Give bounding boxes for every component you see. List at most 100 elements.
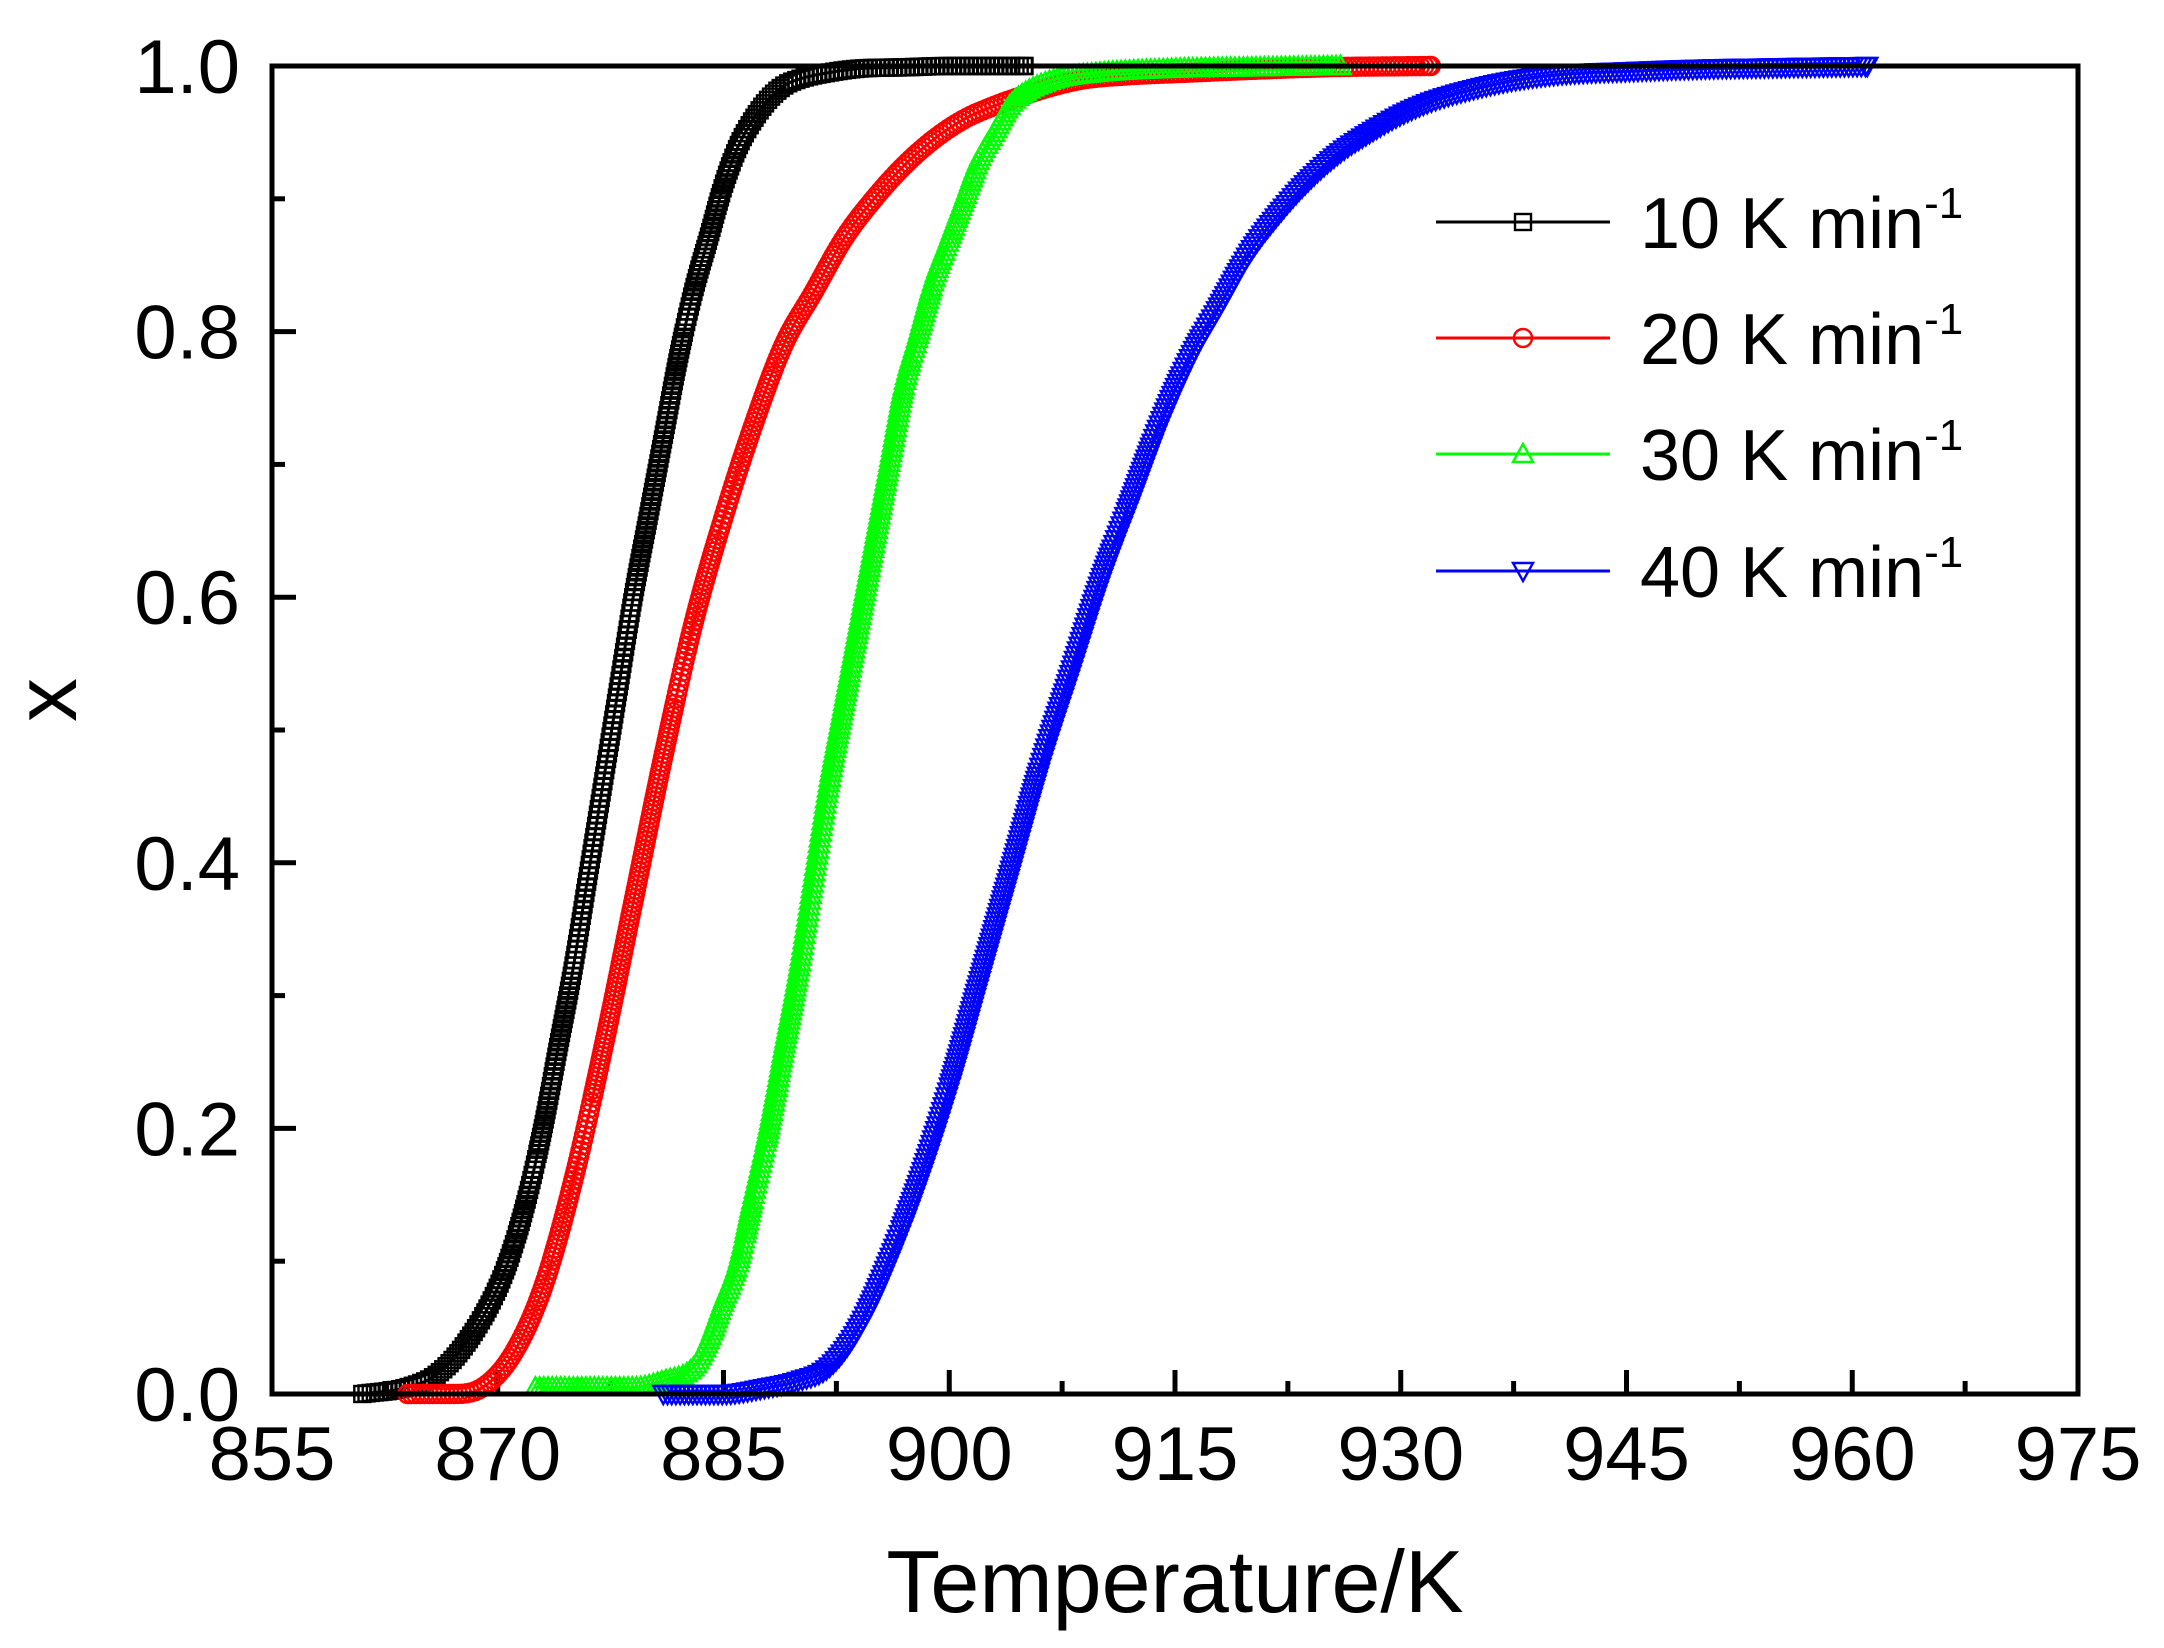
x-tick-label: 885 bbox=[660, 1412, 787, 1497]
data-point bbox=[786, 960, 811, 982]
legend-marker bbox=[1510, 561, 1536, 584]
legend-label-superscript: -1 bbox=[1924, 528, 1963, 577]
legend-label-main: 40 K min bbox=[1640, 533, 1924, 613]
data-point bbox=[808, 820, 833, 842]
data-point bbox=[787, 954, 812, 977]
tick-labels: 855 870 885 900 915 930 945 960 975 0.0 0.2 0.4 0.6 0… bbox=[134, 25, 2141, 1497]
data-point bbox=[809, 814, 834, 837]
data-point bbox=[793, 916, 818, 939]
data-point bbox=[794, 910, 819, 933]
data-point bbox=[804, 848, 829, 871]
data-point bbox=[814, 786, 839, 809]
legend-label: 10 K min-1 bbox=[1640, 179, 1963, 264]
data-point bbox=[815, 775, 840, 798]
legend-label-main: 10 K min bbox=[1640, 184, 1924, 264]
data-point bbox=[787, 949, 812, 972]
legend-label-superscript: -1 bbox=[1924, 411, 1963, 460]
y-tick-label: 0.0 bbox=[134, 1353, 240, 1438]
legend-label: 40 K min-1 bbox=[1640, 528, 1963, 613]
data-point bbox=[751, 1140, 776, 1163]
data-point bbox=[788, 944, 813, 966]
data-point bbox=[746, 1161, 771, 1184]
x-tick-label: 960 bbox=[1789, 1412, 1916, 1497]
data-point bbox=[749, 1146, 775, 1168]
data-point bbox=[805, 842, 830, 865]
data-point bbox=[434, 1360, 453, 1379]
data-point bbox=[810, 808, 835, 831]
data-point bbox=[802, 859, 827, 882]
data-point bbox=[742, 1177, 767, 1199]
data-point bbox=[741, 1182, 766, 1205]
data-point bbox=[797, 888, 822, 910]
x-tick-label: 945 bbox=[1563, 1412, 1690, 1497]
x-tick-label: 870 bbox=[434, 1412, 561, 1497]
legend-marker bbox=[1510, 441, 1536, 464]
x-tick-label: 975 bbox=[2015, 1412, 2142, 1497]
y-tick-label: 0.6 bbox=[134, 556, 240, 641]
y-tick-label: 0.2 bbox=[134, 1087, 240, 1172]
legend-label-superscript: -1 bbox=[1924, 295, 1963, 344]
legend-label-main: 20 K min bbox=[1640, 300, 1924, 380]
x-tick-label: 855 bbox=[209, 1412, 336, 1497]
legend-marker-shape bbox=[1513, 212, 1533, 232]
data-point bbox=[796, 893, 822, 916]
data-point bbox=[789, 938, 814, 961]
data-point bbox=[800, 871, 825, 893]
legend-label-main: 30 K min bbox=[1640, 416, 1924, 496]
data-point bbox=[682, 287, 702, 306]
data-point bbox=[517, 1190, 536, 1209]
data-point bbox=[801, 865, 826, 888]
data-point bbox=[799, 876, 824, 899]
data-point bbox=[518, 1185, 538, 1205]
data-point bbox=[815, 781, 840, 803]
data-point bbox=[730, 1232, 755, 1254]
data-point bbox=[811, 803, 836, 825]
legend-marker-shape bbox=[1510, 561, 1536, 584]
plot-frame bbox=[269, 63, 2081, 1397]
x-tick-label: 900 bbox=[886, 1412, 1013, 1497]
data-point bbox=[515, 1199, 534, 1218]
legend-marker bbox=[1512, 327, 1534, 349]
legend-marker-shape bbox=[1512, 327, 1534, 349]
data-point bbox=[729, 1237, 754, 1259]
data-point bbox=[747, 1156, 772, 1179]
legend-marker bbox=[1513, 212, 1533, 232]
data-point bbox=[807, 825, 832, 848]
legend-marker-shape bbox=[1510, 441, 1536, 464]
series-4 bbox=[651, 56, 1880, 1407]
data-point bbox=[785, 965, 810, 987]
x-tick-label: 915 bbox=[1112, 1412, 1239, 1497]
data-point bbox=[711, 184, 731, 203]
legend-label-superscript: -1 bbox=[1924, 179, 1963, 228]
data-point bbox=[812, 797, 837, 820]
data-point bbox=[792, 922, 817, 944]
data-point bbox=[504, 1234, 524, 1254]
data-point bbox=[684, 282, 703, 301]
axis-ticks bbox=[269, 63, 2081, 1397]
data-point bbox=[516, 1194, 535, 1214]
data-point bbox=[713, 179, 732, 198]
data-point bbox=[740, 1187, 765, 1210]
data-point bbox=[806, 831, 831, 854]
data-point bbox=[1017, 77, 1042, 99]
series-1 bbox=[353, 56, 1034, 1404]
data-point bbox=[790, 933, 815, 956]
data-point bbox=[803, 854, 828, 876]
legend: 10 K min-120 K min-130 K min-140 K min-1 bbox=[1436, 179, 1963, 613]
y-tick-label: 1.0 bbox=[134, 25, 240, 110]
data-point bbox=[805, 837, 831, 859]
y-tick-label: 0.4 bbox=[134, 822, 240, 907]
data-point bbox=[681, 292, 701, 311]
legend-label: 30 K min-1 bbox=[1640, 411, 1963, 496]
data-point bbox=[743, 1171, 769, 1194]
data-point bbox=[527, 1150, 546, 1169]
series-3 bbox=[523, 53, 1353, 1397]
data-point bbox=[503, 1239, 522, 1259]
data-point bbox=[745, 1166, 770, 1189]
x-tick-label: 930 bbox=[1337, 1412, 1464, 1497]
data-point bbox=[791, 927, 816, 950]
y-axis-title: x bbox=[0, 678, 95, 722]
data-point bbox=[501, 1244, 521, 1263]
data-point bbox=[680, 297, 699, 316]
